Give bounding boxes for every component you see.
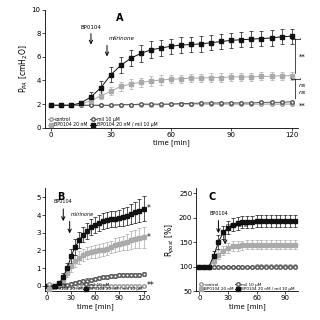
Text: C: C [209, 192, 216, 202]
Text: *: * [147, 204, 151, 213]
Text: milrinone: milrinone [109, 36, 135, 42]
Legend: control, BP0104 20 nM, mil 10 μM, BP0104 20 nM / mil 10 μM: control, BP0104 20 nM, mil 10 μM, BP0104… [47, 283, 143, 291]
Text: **: ** [147, 281, 155, 290]
X-axis label: time [min]: time [min] [229, 303, 265, 309]
Text: milrinone: milrinone [226, 223, 249, 228]
Y-axis label: R$_{post}$ [%]: R$_{post}$ [%] [164, 223, 177, 257]
Legend: control, BP0104 20 nM, mil 10 μM, BP0104 20 nM / mil 10 μM: control, BP0104 20 nM, mil 10 μM, BP0104… [47, 116, 157, 128]
X-axis label: time [min]: time [min] [77, 303, 114, 309]
Text: *: * [147, 233, 151, 242]
Text: BP0104: BP0104 [54, 199, 73, 204]
Text: BP0104: BP0104 [81, 25, 101, 30]
Text: milrinone: milrinone [70, 212, 94, 217]
Text: **: ** [299, 103, 305, 109]
Y-axis label: P$_{PA}$ [cmH$_2$O]: P$_{PA}$ [cmH$_2$O] [18, 44, 30, 93]
Text: ns: ns [299, 83, 306, 88]
Text: BP0104: BP0104 [209, 211, 228, 216]
Text: **: ** [299, 53, 305, 59]
Text: ns: ns [299, 90, 306, 95]
Legend: control, BP0104 20 nM, mil 10 μM, BP0104 20 nM / mil 10 μM: control, BP0104 20 nM, mil 10 μM, BP0104… [199, 283, 294, 291]
Text: B: B [57, 192, 64, 202]
Text: A: A [116, 13, 123, 23]
X-axis label: time [min]: time [min] [153, 139, 189, 146]
